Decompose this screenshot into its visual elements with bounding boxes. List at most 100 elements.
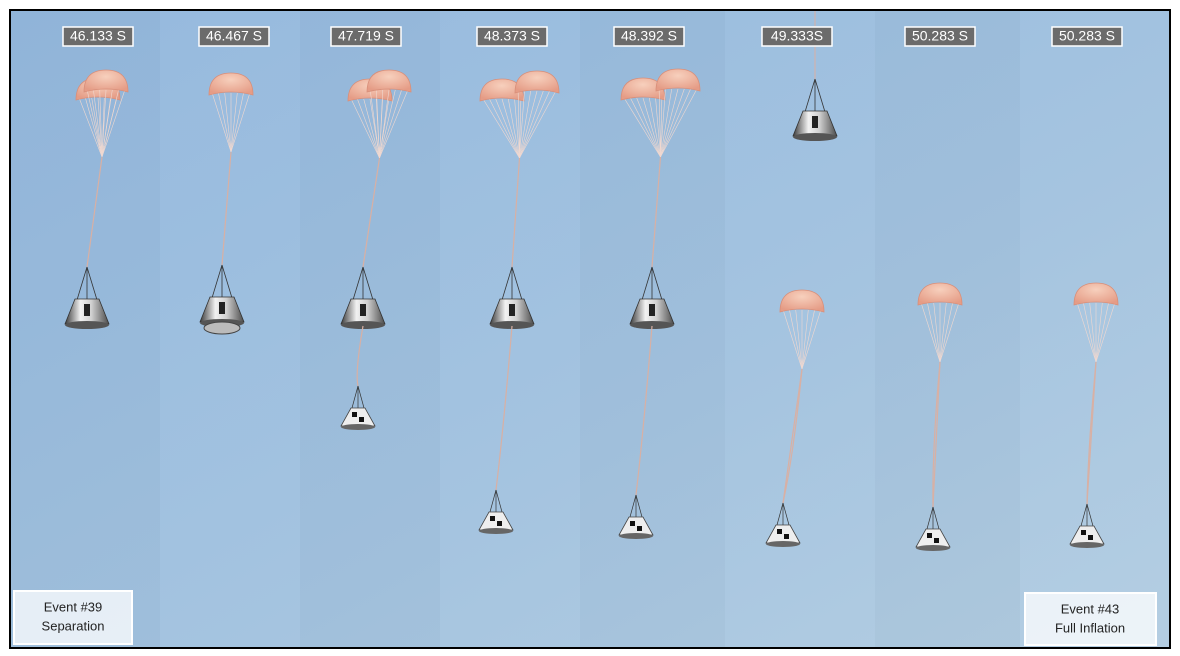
capsule bbox=[765, 524, 801, 544]
riser bbox=[932, 361, 941, 508]
timestamp-bg bbox=[904, 26, 976, 47]
checker bbox=[630, 521, 635, 526]
timestamp-label: 50.283 S bbox=[1059, 28, 1115, 44]
heat-shield bbox=[490, 321, 534, 329]
capsule-window bbox=[509, 304, 515, 316]
event-name: Separation bbox=[42, 618, 105, 633]
riser bbox=[379, 89, 409, 159]
column-band bbox=[725, 11, 875, 647]
timestamp-label: 49.333S bbox=[771, 28, 823, 44]
event-box-bg bbox=[1024, 592, 1157, 646]
riser bbox=[221, 151, 232, 266]
heat-shield bbox=[793, 133, 837, 141]
riser bbox=[101, 89, 119, 158]
riser bbox=[1080, 503, 1088, 527]
riser bbox=[495, 325, 513, 491]
riser bbox=[651, 266, 663, 301]
event-name: Full Inflation bbox=[1055, 620, 1125, 635]
riser bbox=[660, 97, 663, 158]
riser bbox=[519, 90, 544, 159]
capsule bbox=[340, 407, 376, 427]
riser bbox=[648, 97, 661, 158]
riser bbox=[495, 98, 520, 159]
riser bbox=[623, 97, 661, 158]
riser bbox=[351, 385, 359, 409]
capsule bbox=[915, 528, 951, 548]
riser bbox=[221, 264, 233, 299]
riser bbox=[660, 88, 666, 158]
heat-shield bbox=[479, 528, 513, 534]
riser bbox=[1095, 302, 1103, 363]
checker bbox=[777, 529, 782, 534]
heat-shield bbox=[916, 545, 950, 551]
riser bbox=[630, 97, 661, 158]
checker bbox=[934, 538, 939, 543]
riser bbox=[927, 302, 941, 363]
riser bbox=[511, 157, 521, 268]
timestamp-label: 47.719 S bbox=[338, 28, 394, 44]
riser bbox=[86, 89, 103, 158]
timestamp: 48.392 S bbox=[613, 26, 685, 47]
column-band bbox=[300, 11, 440, 647]
capsule-window bbox=[649, 304, 655, 316]
capsule-window bbox=[360, 304, 366, 316]
riser bbox=[99, 89, 103, 158]
riser bbox=[519, 90, 532, 159]
riser bbox=[636, 97, 661, 158]
riser bbox=[641, 266, 653, 301]
heat-shield bbox=[341, 321, 385, 329]
capsule-window bbox=[219, 302, 225, 314]
riser bbox=[1076, 302, 1097, 363]
riser bbox=[655, 97, 661, 158]
riser bbox=[1095, 302, 1116, 363]
riser bbox=[801, 309, 809, 370]
riser bbox=[97, 97, 103, 158]
timestamp-bg bbox=[1051, 26, 1123, 47]
riser bbox=[350, 98, 380, 159]
riser bbox=[782, 368, 803, 504]
riser bbox=[379, 89, 384, 159]
riser bbox=[939, 302, 960, 363]
parachute bbox=[208, 72, 254, 96]
event-number: Event #43 bbox=[1061, 601, 1120, 616]
capsule bbox=[478, 511, 514, 531]
timestamp: 50.283 S bbox=[1051, 26, 1123, 47]
riser bbox=[814, 78, 826, 113]
riser bbox=[782, 368, 803, 504]
event-box: Event #39 Separation bbox=[13, 590, 133, 645]
parachute bbox=[655, 68, 701, 92]
checker bbox=[497, 521, 502, 526]
riser bbox=[362, 157, 381, 268]
riser bbox=[517, 90, 520, 159]
riser bbox=[495, 489, 503, 513]
riser bbox=[1086, 361, 1097, 505]
heat-shield bbox=[766, 541, 800, 547]
checker bbox=[490, 516, 495, 521]
riser bbox=[379, 89, 402, 159]
parachute bbox=[366, 69, 412, 93]
column-band bbox=[1020, 11, 1170, 647]
riser bbox=[230, 92, 244, 153]
sky-background bbox=[9, 9, 1171, 649]
timestamp: 49.333S bbox=[761, 26, 833, 47]
riser bbox=[1095, 302, 1109, 363]
riser bbox=[357, 385, 365, 409]
column-band bbox=[875, 11, 1020, 647]
riser bbox=[933, 302, 941, 363]
parachute bbox=[779, 289, 825, 313]
riser bbox=[932, 506, 940, 530]
column-band bbox=[10, 11, 160, 647]
riser bbox=[91, 97, 103, 158]
riser bbox=[782, 502, 790, 526]
timestamp-label: 50.283 S bbox=[912, 28, 968, 44]
riser bbox=[920, 302, 941, 363]
heat-shield bbox=[619, 533, 653, 539]
riser bbox=[101, 89, 113, 158]
timestamp-bg bbox=[62, 26, 134, 47]
riser bbox=[660, 88, 673, 158]
riser bbox=[501, 266, 513, 301]
riser bbox=[519, 98, 522, 159]
riser bbox=[211, 92, 232, 153]
riser bbox=[230, 92, 238, 153]
